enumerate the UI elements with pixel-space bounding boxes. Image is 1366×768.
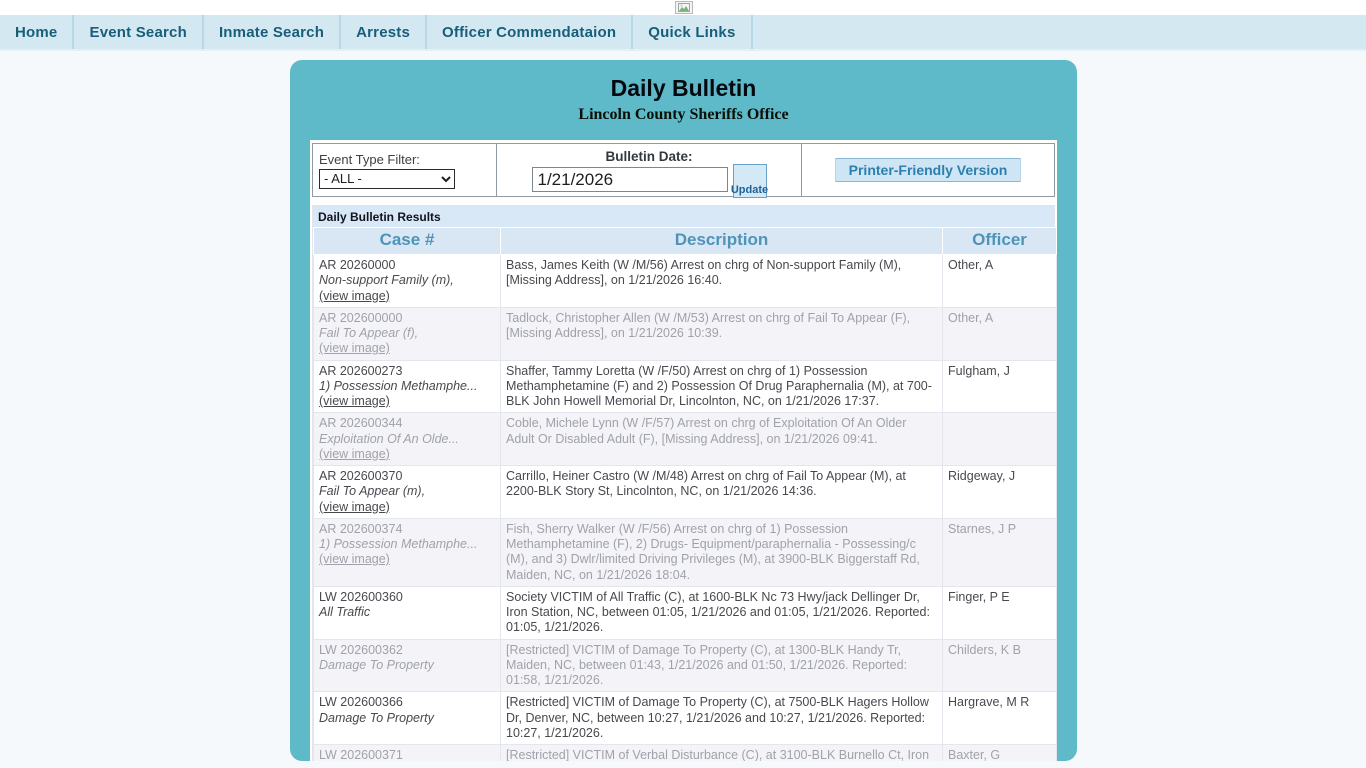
description-cell: Shaffer, Tammy Loretta (W /F/50) Arrest … <box>500 359 943 414</box>
offense-label: Non-support Family (m), <box>319 273 454 288</box>
officer-cell: Other, A <box>942 306 1057 361</box>
results-section-title: Daily Bulletin Results <box>313 206 1054 227</box>
offense-label: Exploitation Of An Olde... <box>319 431 459 446</box>
nav-item-quick-links[interactable]: Quick Links <box>633 15 753 49</box>
page-top-strip <box>0 0 1366 15</box>
case-cell: AR 202600273 1) Possession Methamphe... (v… <box>313 359 501 414</box>
nav-item-officer-commendataion[interactable]: Officer Commendataion <box>427 15 634 49</box>
view-image-link[interactable]: (view image) <box>319 552 390 567</box>
daily-bulletin-panel: Daily Bulletin Lincoln County Sheriffs O… <box>290 60 1077 761</box>
description-cell: Bass, James Keith (W /M/56) Arrest on ch… <box>500 254 943 308</box>
offense-label: Damage To Property <box>319 657 434 672</box>
officer-cell: Childers, K B <box>942 638 1057 693</box>
offense-label: Damage To Property <box>319 710 434 725</box>
table-row: LW 202600360 All Traffic Society VICTIM of… <box>313 585 1057 640</box>
case-cell: LW 202600360 All Traffic <box>313 585 501 640</box>
case-number: AR 202600000 <box>319 310 403 325</box>
bulletin-date-label: Bulletin Date: <box>605 149 693 164</box>
column-header-officer[interactable]: Officer <box>942 227 1057 255</box>
case-cell: LW 202600362 Damage To Property <box>313 638 501 693</box>
table-row: AR 202600344 Exploitation Of An Olde... (v… <box>313 412 1057 466</box>
case-cell: AR 202600344 Exploitation Of An Olde... (v… <box>313 412 501 466</box>
results-table: Case # Description Officer AR 20260000 No… <box>313 227 1057 761</box>
description-cell: Tadlock, Christopher Allen (W /M/53) Arr… <box>500 306 943 361</box>
table-row: LW 202600366 Damage To Property [Restricte… <box>313 691 1057 745</box>
table-row: AR 20260000 Non-support Family (m), (view … <box>313 254 1057 308</box>
bulletin-date-cell: Bulletin Date: Update <box>497 144 802 198</box>
bulletin-date-input[interactable] <box>531 167 728 192</box>
view-image-link[interactable]: (view image) <box>319 499 390 514</box>
officer-cell: Other, A <box>942 254 1057 308</box>
nav-item-arrests[interactable]: Arrests <box>341 15 428 49</box>
event-type-select[interactable]: - ALL - <box>319 168 455 189</box>
case-cell: AR 202600370 Fail To Appear (m), (view ima… <box>313 465 501 519</box>
offense-label: Fail To Appear (f), <box>319 326 419 340</box>
case-number: LW 202600371 <box>319 748 403 761</box>
description-cell: Carrillo, Heiner Castro (W /M/48) Arrest… <box>500 465 943 519</box>
case-cell: AR 202600000 Fail To Appear (f), (view ima… <box>313 306 501 361</box>
offense-label: 1) Possession Methamphe... <box>319 537 478 551</box>
view-image-link[interactable]: (view image) <box>319 394 390 408</box>
filter-bar: Event Type Filter: - ALL - Bulletin Date… <box>312 143 1055 198</box>
results-section: Daily Bulletin Results Case # Descriptio… <box>312 205 1057 761</box>
case-number: LW 202600360 <box>319 589 403 604</box>
case-number: AR 20260000 <box>319 258 396 272</box>
table-row: AR 202600374 1) Possession Methamphe... (v… <box>313 517 1057 587</box>
printer-friendly-button[interactable]: Printer-Friendly Version <box>835 158 1021 182</box>
broken-image-icon <box>675 1 693 14</box>
case-cell: LW 202600371Verbal Disturbance <box>313 744 501 761</box>
case-cell: AR 202600374 1) Possession Methamphe... (v… <box>313 517 501 587</box>
officer-cell: Hargrave, M R <box>942 691 1057 745</box>
agency-subtitle: Lincoln County Sheriffs Office <box>578 106 789 123</box>
printer-cell: Printer-Friendly Version <box>802 144 1054 196</box>
table-row: AR 202600273 1) Possession Methamphe... (v… <box>313 359 1057 414</box>
officer-cell: Baxter, G <box>942 744 1057 761</box>
officer-cell: Starnes, J P <box>942 517 1057 587</box>
table-row: LW 202600371Verbal Disturbance[Restricte… <box>313 744 1057 761</box>
update-button[interactable]: Update <box>731 164 768 198</box>
description-cell: Coble, Michele Lynn (W /F/57) Arrest on … <box>500 412 943 466</box>
nav-item-inmate-search[interactable]: Inmate Search <box>204 15 342 49</box>
column-header-case[interactable]: Case # <box>313 227 501 255</box>
description-cell: [Restricted] VICTIM of Damage To Propert… <box>500 638 943 693</box>
main-nav: Home Event Search Inmate Search Arrests Offi… <box>0 15 1366 51</box>
description-cell: Fish, Sherry Walker (W /F/56) Arrest on … <box>500 517 943 587</box>
view-image-link[interactable]: (view image) <box>319 288 390 303</box>
event-type-filter-label: Event Type Filter: <box>319 151 420 167</box>
view-image-link[interactable]: (view image) <box>319 341 390 356</box>
case-number: AR 202600344 <box>319 416 403 431</box>
offense-label: All Traffic <box>319 605 371 619</box>
nav-item-event-search[interactable]: Event Search <box>74 15 204 49</box>
description-cell: [Restricted] VICTIM of Verbal Disturbanc… <box>500 744 943 761</box>
content-box: Event Type Filter: - ALL - Bulletin Date… <box>310 140 1057 761</box>
column-header-description[interactable]: Description <box>500 227 943 255</box>
offense-label: Fail To Appear (m), <box>319 484 426 499</box>
table-row: AR 202600370 Fail To Appear (m), (view ima… <box>313 465 1057 519</box>
table-row: AR 202600000 Fail To Appear (f), (view ima… <box>313 306 1057 361</box>
view-image-link[interactable]: (view image) <box>319 446 390 461</box>
description-cell: Society VICTIM of All Traffic (C), at 16… <box>500 585 943 640</box>
case-number: AR 202600374 <box>319 521 403 536</box>
nav-item-home[interactable]: Home <box>0 15 75 49</box>
nav-list: Home Event Search Inmate Search Arrests Offi… <box>0 15 753 49</box>
case-number: LW 202600362 <box>319 642 403 657</box>
table-row: LW 202600362 Damage To Property [Restricte… <box>313 638 1057 693</box>
page-title: Daily Bulletin <box>610 75 757 101</box>
case-number: LW 202600366 <box>319 695 403 710</box>
case-number: AR 202600273 <box>319 363 403 378</box>
case-cell: AR 20260000 Non-support Family (m), (view … <box>313 254 501 308</box>
officer-cell: Ridgeway, J <box>942 465 1057 519</box>
offense-label: 1) Possession Methamphe... <box>319 378 478 393</box>
officer-cell: Fulgham, J <box>942 359 1057 414</box>
officer-cell: Finger, P E <box>942 585 1057 640</box>
officer-cell <box>942 412 1057 466</box>
event-type-filter-cell: Event Type Filter: - ALL - <box>313 144 497 196</box>
results-header-row: Case # Description Officer <box>313 227 1057 255</box>
description-cell: [Restricted] VICTIM of Damage To Propert… <box>500 691 943 745</box>
case-cell: LW 202600366 Damage To Property <box>313 691 501 745</box>
case-number: AR 202600370 <box>319 469 403 483</box>
